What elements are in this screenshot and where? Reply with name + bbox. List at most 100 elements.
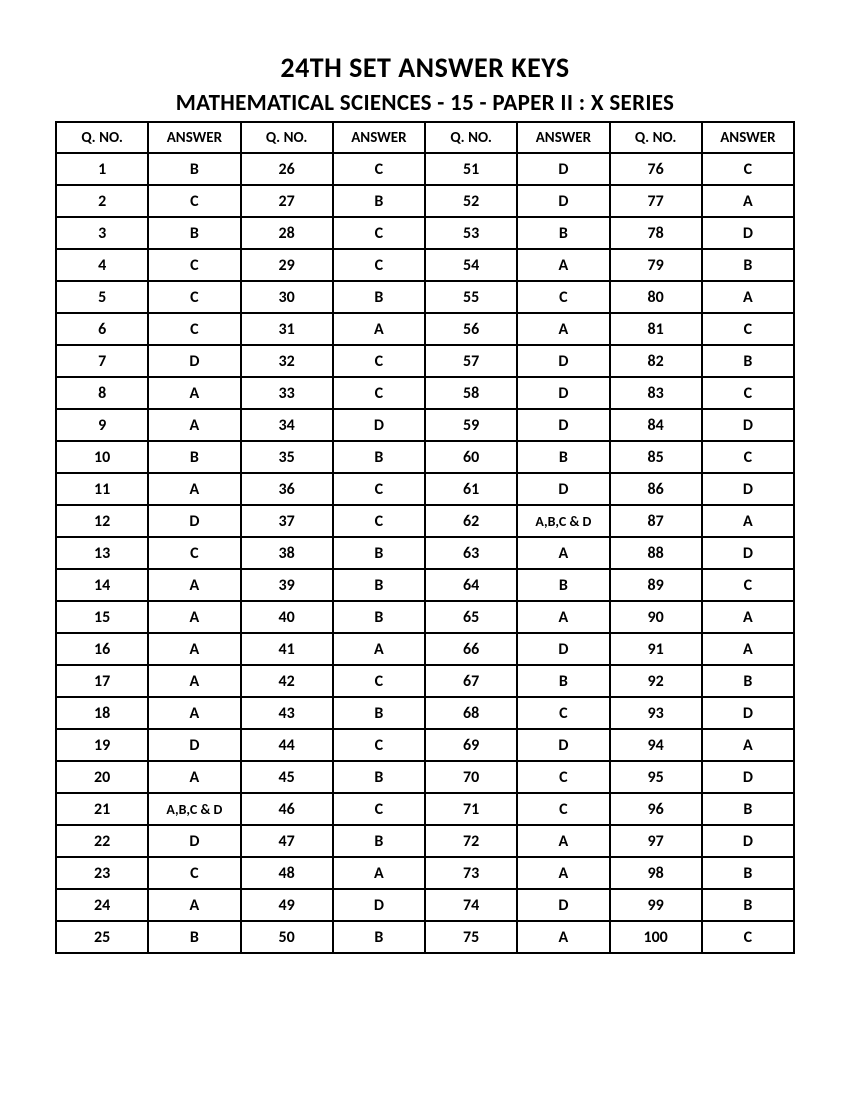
answer-cell: A [702, 505, 794, 537]
table-row: 25B50B75A100C [56, 921, 794, 953]
answer-cell: B [148, 217, 240, 249]
answer-cell: B [517, 569, 609, 601]
answer-cell: C [148, 857, 240, 889]
table-row: 20A45B70C95D [56, 761, 794, 793]
answer-cell: B [148, 441, 240, 473]
qno-cell: 68 [425, 697, 517, 729]
answer-cell: D [702, 217, 794, 249]
qno-cell: 14 [56, 569, 148, 601]
answer-cell: C [517, 793, 609, 825]
answer-cell: D [517, 153, 609, 185]
answer-cell: C [702, 377, 794, 409]
qno-cell: 36 [241, 473, 333, 505]
qno-cell: 81 [610, 313, 702, 345]
answer-cell: A [702, 633, 794, 665]
answer-cell: A [148, 697, 240, 729]
qno-cell: 61 [425, 473, 517, 505]
header-answer: ANSWER [148, 122, 240, 153]
table-row: 5C30B55C80A [56, 281, 794, 313]
answer-cell: C [333, 249, 425, 281]
answer-cell: A [517, 857, 609, 889]
answer-cell: B [148, 153, 240, 185]
header-qno: Q. NO. [241, 122, 333, 153]
qno-cell: 85 [610, 441, 702, 473]
answer-cell: A [702, 729, 794, 761]
qno-cell: 63 [425, 537, 517, 569]
table-row: 15A40B65A90A [56, 601, 794, 633]
answer-cell: B [333, 537, 425, 569]
answer-cell: B [517, 665, 609, 697]
table-row: 17A42C67B92B [56, 665, 794, 697]
qno-cell: 97 [610, 825, 702, 857]
answer-cell: B [702, 665, 794, 697]
answer-cell: D [148, 345, 240, 377]
answer-cell: D [148, 729, 240, 761]
answer-cell: D [702, 409, 794, 441]
qno-cell: 39 [241, 569, 333, 601]
answer-cell: C [333, 665, 425, 697]
table-row: 22D47B72A97D [56, 825, 794, 857]
table-row: 21A,B,C & D46C71C96B [56, 793, 794, 825]
answer-cell: B [333, 825, 425, 857]
answer-cell: B [702, 793, 794, 825]
qno-cell: 80 [610, 281, 702, 313]
answer-cell: B [333, 921, 425, 953]
qno-cell: 11 [56, 473, 148, 505]
qno-cell: 71 [425, 793, 517, 825]
answer-cell: A [148, 601, 240, 633]
answer-cell: C [333, 345, 425, 377]
qno-cell: 78 [610, 217, 702, 249]
table-row: 12D37C62A,B,C & D87A [56, 505, 794, 537]
answer-cell: B [333, 185, 425, 217]
qno-cell: 19 [56, 729, 148, 761]
qno-cell: 91 [610, 633, 702, 665]
qno-cell: 13 [56, 537, 148, 569]
qno-cell: 53 [425, 217, 517, 249]
table-row: 3B28C53B78D [56, 217, 794, 249]
answer-cell: B [333, 569, 425, 601]
answer-cell: A,B,C & D [148, 793, 240, 825]
answer-cell: A [148, 665, 240, 697]
qno-cell: 21 [56, 793, 148, 825]
table-row: 18A43B68C93D [56, 697, 794, 729]
qno-cell: 82 [610, 345, 702, 377]
qno-cell: 87 [610, 505, 702, 537]
qno-cell: 50 [241, 921, 333, 953]
qno-cell: 18 [56, 697, 148, 729]
qno-cell: 23 [56, 857, 148, 889]
qno-cell: 69 [425, 729, 517, 761]
answer-cell: D [517, 729, 609, 761]
qno-cell: 8 [56, 377, 148, 409]
answer-cell: D [517, 473, 609, 505]
qno-cell: 95 [610, 761, 702, 793]
qno-cell: 28 [241, 217, 333, 249]
qno-cell: 25 [56, 921, 148, 953]
answer-cell: A [148, 473, 240, 505]
answer-cell: D [702, 825, 794, 857]
answer-cell: B [148, 921, 240, 953]
qno-cell: 41 [241, 633, 333, 665]
qno-cell: 16 [56, 633, 148, 665]
qno-cell: 33 [241, 377, 333, 409]
qno-cell: 10 [56, 441, 148, 473]
qno-cell: 48 [241, 857, 333, 889]
table-row: 14A39B64B89C [56, 569, 794, 601]
answer-cell: D [517, 345, 609, 377]
answer-cell: C [333, 505, 425, 537]
header-answer: ANSWER [517, 122, 609, 153]
qno-cell: 31 [241, 313, 333, 345]
table-row: 8A33C58D83C [56, 377, 794, 409]
qno-cell: 9 [56, 409, 148, 441]
qno-cell: 5 [56, 281, 148, 313]
qno-cell: 100 [610, 921, 702, 953]
answer-cell: C [333, 217, 425, 249]
answer-cell: C [517, 761, 609, 793]
answer-cell: C [702, 313, 794, 345]
qno-cell: 93 [610, 697, 702, 729]
answer-cell: C [148, 249, 240, 281]
answer-cell: A [333, 857, 425, 889]
answer-cell: B [333, 601, 425, 633]
answer-cell: C [702, 441, 794, 473]
qno-cell: 76 [610, 153, 702, 185]
answer-cell: C [148, 313, 240, 345]
